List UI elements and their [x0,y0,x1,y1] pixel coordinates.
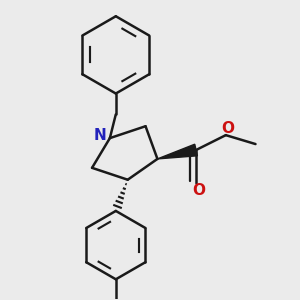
Polygon shape [158,144,197,159]
Text: N: N [94,128,107,143]
Text: O: O [221,121,234,136]
Text: O: O [193,183,206,198]
